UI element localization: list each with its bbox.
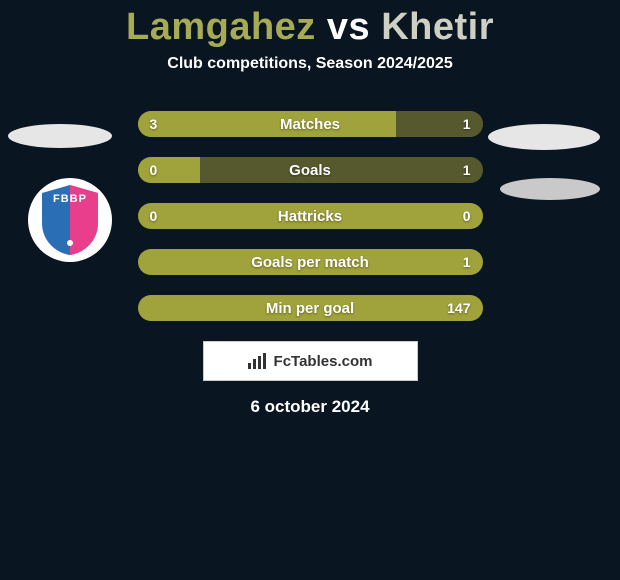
decor-ellipse-right-2 <box>500 178 600 200</box>
stat-bar-left <box>138 295 483 321</box>
decor-ellipse-top-right <box>488 124 600 150</box>
title-vs: vs <box>327 6 370 48</box>
subtitle: Club competitions, Season 2024/2025 <box>0 55 620 73</box>
stat-bar-left <box>138 111 397 137</box>
attribution-badge: FcTables.com <box>203 341 418 381</box>
stat-bar-left <box>138 203 483 229</box>
bar-chart-icon <box>248 353 268 369</box>
stat-value-right: 1 <box>463 157 471 183</box>
stat-value-left: 0 <box>150 157 158 183</box>
stat-row: Min per goal147 <box>138 295 483 321</box>
footer-date: 6 october 2024 <box>0 397 620 417</box>
decor-ellipse-top-left <box>8 124 112 148</box>
team-badge-label: FBBP <box>38 193 102 205</box>
title-player1: Lamgahez <box>126 6 316 48</box>
stat-value-left: 0 <box>150 203 158 229</box>
stat-value-left: 3 <box>150 111 158 137</box>
stat-row: Hattricks00 <box>138 203 483 229</box>
stat-value-right: 0 <box>463 203 471 229</box>
team-badge-shield-icon: FBBP <box>38 183 102 257</box>
stats-bars: Matches31Goals01Hattricks00Goals per mat… <box>138 111 483 321</box>
stat-row: Goals01 <box>138 157 483 183</box>
stat-bar-right <box>200 157 483 183</box>
title-player2: Khetir <box>381 6 494 48</box>
stat-value-right: 147 <box>447 295 470 321</box>
page-title: Lamgahez vs Khetir <box>0 0 620 49</box>
stat-row: Matches31 <box>138 111 483 137</box>
stat-value-right: 1 <box>463 249 471 275</box>
stat-value-right: 1 <box>463 111 471 137</box>
stat-bar-left <box>138 249 483 275</box>
stat-row: Goals per match1 <box>138 249 483 275</box>
stat-bar-left <box>138 157 200 183</box>
attribution-text: FcTables.com <box>274 353 373 370</box>
team-badge-left: FBBP <box>28 178 112 262</box>
